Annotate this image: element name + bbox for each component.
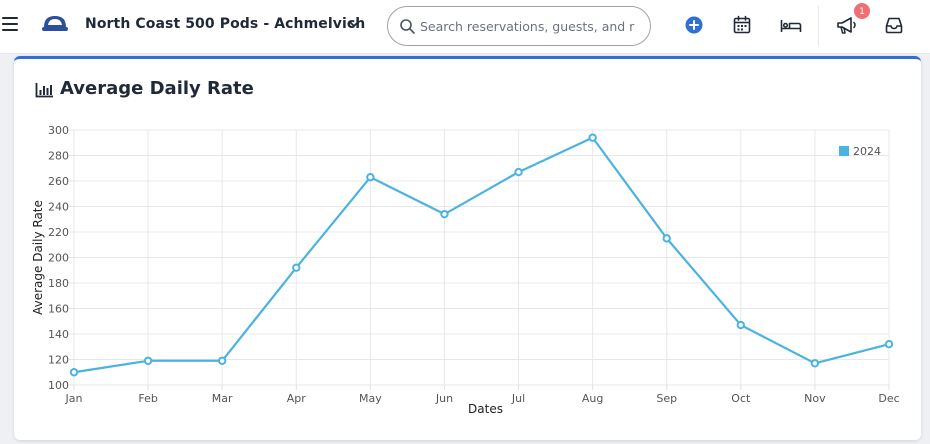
x-tick-label: Feb bbox=[138, 392, 157, 405]
x-tick-label: Aug bbox=[582, 392, 603, 405]
y-tick-label: 160 bbox=[48, 303, 69, 316]
y-tick-label: 280 bbox=[48, 150, 69, 163]
data-point bbox=[736, 320, 746, 330]
data-point bbox=[292, 263, 301, 272]
x-tick-label: May bbox=[359, 392, 382, 405]
y-axis-title: Average Daily Rate bbox=[31, 200, 45, 315]
data-point bbox=[217, 356, 227, 365]
toolbar-divider bbox=[818, 6, 819, 46]
search-bar[interactable] bbox=[387, 6, 651, 46]
bed-icon[interactable] bbox=[779, 14, 803, 36]
bar-chart-icon bbox=[35, 83, 53, 98]
y-tick-label: 100 bbox=[48, 379, 69, 392]
calendar-icon[interactable] bbox=[731, 14, 753, 36]
x-tick-label: Oct bbox=[731, 392, 751, 405]
search-input[interactable] bbox=[420, 16, 646, 36]
legend-swatch bbox=[839, 146, 849, 156]
data-point bbox=[366, 172, 375, 182]
megaphone-icon[interactable] bbox=[835, 14, 859, 36]
data-point bbox=[440, 209, 449, 219]
x-tick-label: Mar bbox=[212, 392, 233, 405]
x-tick-label: Nov bbox=[804, 392, 826, 405]
adr-card bbox=[14, 56, 921, 440]
y-tick-label: 180 bbox=[48, 277, 69, 290]
data-point bbox=[514, 167, 523, 177]
x-tick-label: Jan bbox=[65, 392, 83, 405]
y-tick-label: 200 bbox=[48, 252, 69, 265]
property-name[interactable]: North Coast 500 Pods - Achmelvich bbox=[85, 16, 366, 32]
add-circle-icon[interactable] bbox=[683, 14, 705, 36]
y-tick-label: 220 bbox=[48, 226, 69, 239]
logo-icon[interactable] bbox=[40, 13, 70, 37]
chevron-down-icon[interactable] bbox=[348, 18, 360, 30]
data-point bbox=[143, 356, 153, 365]
x-tick-label: Jul bbox=[511, 392, 525, 405]
y-tick-label: 140 bbox=[48, 328, 69, 341]
x-tick-label: Dec bbox=[878, 392, 899, 405]
notification-badge: 1 bbox=[853, 2, 871, 20]
x-tick-label: Apr bbox=[287, 392, 307, 405]
inbox-icon[interactable] bbox=[883, 14, 905, 36]
top-bar: North Coast 500 Pods - Achmelvich 1 bbox=[0, 0, 930, 54]
data-point bbox=[662, 234, 671, 243]
data-point bbox=[884, 340, 894, 349]
y-tick-label: 300 bbox=[48, 124, 69, 137]
search-icon bbox=[400, 19, 415, 34]
x-tick-label: Jun bbox=[435, 392, 453, 405]
legend-label: 2024 bbox=[853, 145, 881, 158]
y-tick-label: 120 bbox=[48, 354, 69, 367]
menu-icon[interactable] bbox=[2, 17, 18, 33]
data-point bbox=[810, 359, 820, 368]
series-line-2024 bbox=[73, 136, 890, 374]
y-tick-label: 260 bbox=[48, 175, 69, 188]
x-tick-label: Sep bbox=[656, 392, 677, 405]
card-title: Average Daily Rate bbox=[60, 78, 254, 99]
data-point bbox=[588, 133, 597, 142]
data-point bbox=[69, 368, 79, 377]
x-axis-title: Dates bbox=[468, 402, 503, 416]
y-tick-label: 240 bbox=[48, 201, 69, 214]
